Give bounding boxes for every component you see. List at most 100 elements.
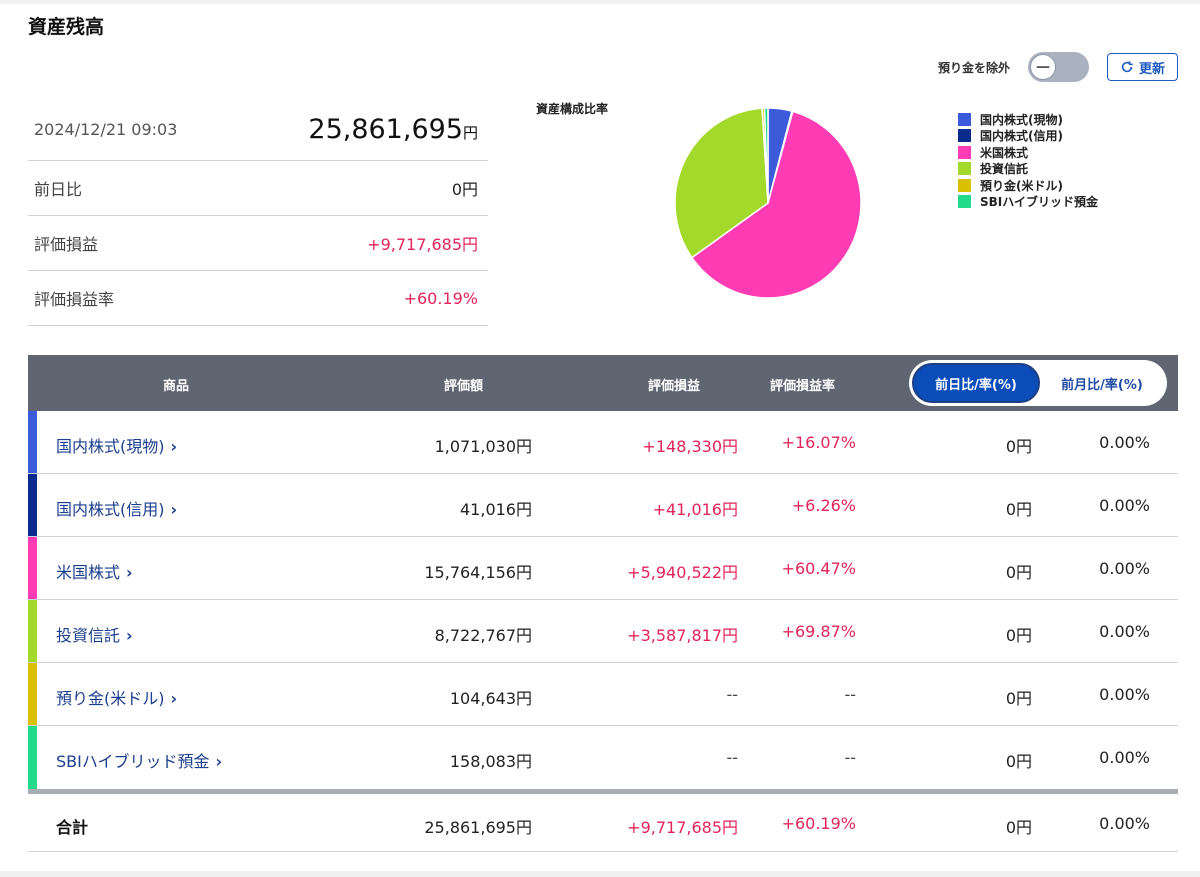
product-name: 米国株式 (56, 563, 121, 582)
total-row: 合計 25,861,695円 +9,717,685円 +60.19% 0円 0.… (28, 794, 1178, 852)
chevron-right-icon: › (170, 437, 178, 456)
header-pl: 評価損益 (648, 379, 701, 394)
table-row: SBIハイブリッド預金 › 158,083円 -- -- 0円 0.00% (28, 726, 1178, 789)
total-pl: +9,717,685円 (627, 818, 738, 837)
summary-panel: 2024/12/21 09:03 25,861,695円 前日比 0円 評価損益… (28, 99, 488, 326)
legend-item: 預り金(米ドル) (958, 177, 1098, 194)
cell-diff: 0円 (1005, 500, 1032, 519)
summary-row-day-change: 前日比 0円 (28, 161, 488, 216)
row-color-bar (28, 474, 37, 536)
row-color-bar (28, 600, 37, 662)
cell-pl-rate: +60.47% (781, 559, 856, 578)
header-pl-rate: 評価損益率 (770, 379, 836, 394)
header-product: 商品 (163, 379, 190, 394)
summary-total-unit: 円 (462, 124, 478, 142)
cell-diff-rate: 0.00% (1099, 748, 1150, 767)
row-color-bar (28, 726, 37, 789)
page-title: 資産残高 (28, 16, 105, 38)
daily-change-tab[interactable]: 前日比/率(%) (912, 363, 1040, 403)
cell-diff-rate: 0.00% (1099, 433, 1150, 452)
table-row: 預り金(米ドル) › 104,643円 -- -- 0円 0.00% (28, 663, 1178, 726)
cell-value: 8,722,767円 (434, 626, 532, 645)
header-value: 評価額 (444, 379, 484, 394)
product-link[interactable]: 投資信託 › (56, 622, 133, 646)
legend-item: SBIハイブリッド預金 (958, 194, 1098, 211)
cell-diff: 0円 (1005, 563, 1032, 582)
table-footer: 合計 25,861,695円 +9,717,685円 +60.19% 0円 0.… (28, 794, 1178, 852)
cell-diff-rate: 0.00% (1099, 496, 1150, 515)
chart-title: 資産構成比率 (536, 102, 609, 116)
chart-legend: 国内株式(現物) 国内株式(信用) 米国株式 投資信託 預り金(米ドル) SBI… (958, 111, 1098, 210)
legend-swatch (958, 195, 971, 209)
total-label: 合計 (56, 818, 89, 837)
table-row: 国内株式(現物) › 1,071,030円 +148,330円 +16.07% 0… (28, 411, 1178, 474)
refresh-button-label: 更新 (1138, 60, 1165, 76)
legend-swatch (958, 112, 971, 126)
row-color-bar (28, 537, 37, 599)
refresh-button[interactable]: 更新 (1107, 53, 1178, 81)
product-name: 国内株式(信用) (56, 500, 165, 519)
table-row: 国内株式(信用) › 41,016円 +41,016円 +6.26% 0円 0.0… (28, 474, 1178, 537)
cell-pl: +148,330円 (642, 437, 738, 456)
legend-swatch (958, 178, 971, 192)
summary-total-row: 2024/12/21 09:03 25,861,695円 (28, 99, 488, 161)
product-link[interactable]: 米国株式 › (56, 559, 133, 583)
chevron-right-icon: › (170, 500, 178, 519)
monthly-change-tab[interactable]: 前月比/率(%) (1061, 377, 1143, 393)
pie-slice-5 (763, 107, 769, 204)
cell-diff-rate: 0.00% (1099, 559, 1150, 578)
cell-diff: 0円 (1005, 752, 1032, 771)
cell-pl-rate: +6.26% (791, 496, 856, 515)
chevron-right-icon: › (170, 689, 178, 708)
summary-total: 25,861,695円 (308, 114, 478, 145)
comparison-period-switch: 前日比/率(%) 前月比/率(%) (909, 360, 1167, 406)
legend-label: 預り金(米ドル) (980, 178, 1063, 193)
cell-diff: 0円 (1005, 626, 1032, 645)
legend-label: 投資信託 (980, 162, 1029, 177)
table-row: 投資信託 › 8,722,767円 +3,587,817円 +69.87% 0円 … (28, 600, 1178, 663)
total-value: 25,861,695円 (424, 818, 532, 837)
asset-allocation-pie-chart (674, 107, 862, 299)
product-link[interactable]: SBIハイブリッド預金 › (56, 748, 222, 772)
cell-pl: +3,587,817円 (627, 626, 738, 645)
legend-label: 米国株式 (980, 145, 1029, 160)
legend-label: 国内株式(現物) (980, 112, 1063, 127)
exclude-deposit-toggle[interactable]: — (1028, 52, 1089, 82)
chevron-right-icon: › (126, 563, 133, 582)
summary-row-unrealized-rate: 評価損益率 +60.19% (28, 271, 488, 326)
pie-slice-2 (690, 110, 862, 299)
legend-item: 米国株式 (958, 144, 1098, 161)
product-link[interactable]: 国内株式(信用) › (56, 496, 177, 520)
summary-label: 前日比 (34, 180, 83, 199)
summary-value: 0円 (451, 180, 478, 199)
cell-value: 104,643円 (449, 689, 532, 708)
total-pl-rate: +60.19% (781, 814, 856, 833)
table-body: 国内株式(現物) › 1,071,030円 +148,330円 +16.07% 0… (28, 411, 1178, 789)
product-name: 国内株式(現物) (56, 437, 165, 456)
exclude-deposit-label: 預り金を除外 (938, 61, 1011, 75)
chevron-right-icon: › (126, 626, 133, 645)
toggle-knob-icon: — (1030, 54, 1056, 80)
summary-row-unrealized-pl: 評価損益 +9,717,685円 (28, 216, 488, 271)
legend-item: 投資信託 (958, 161, 1098, 178)
cell-pl-rate: -- (844, 748, 856, 767)
cell-pl: +41,016円 (652, 500, 738, 519)
cell-pl-rate: +16.07% (781, 433, 856, 452)
legend-item: 国内株式(現物) (958, 111, 1098, 128)
cell-diff-rate: 0.00% (1099, 685, 1150, 704)
summary-datetime: 2024/12/21 09:03 (34, 120, 178, 139)
summary-label: 評価損益率 (34, 290, 115, 309)
table-header: 商品 評価額 評価損益 評価損益率 前日比/率(%) 前月比/率(%) (28, 355, 1178, 411)
product-link[interactable]: 預り金(米ドル) › (56, 685, 177, 709)
cell-value: 158,083円 (449, 752, 532, 771)
summary-total-value: 25,861,695 (308, 114, 463, 145)
cell-value: 15,764,156円 (424, 563, 532, 582)
cell-value: 41,016円 (460, 500, 532, 519)
pie-slice-3 (674, 107, 769, 259)
product-link[interactable]: 国内株式(現物) › (56, 433, 177, 457)
legend-swatch (958, 145, 971, 159)
legend-label: 国内株式(信用) (980, 129, 1063, 144)
legend-label: SBIハイブリッド預金 (980, 195, 1099, 210)
cell-value: 1,071,030円 (434, 437, 532, 456)
cell-diff: 0円 (1005, 689, 1032, 708)
